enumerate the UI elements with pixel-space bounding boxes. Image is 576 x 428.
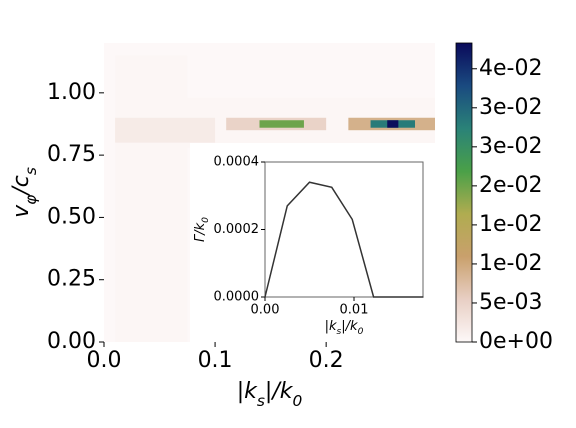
y-tick-label: 0.00 bbox=[47, 329, 96, 354]
y-tick-label: 0.25 bbox=[47, 267, 96, 292]
colorbar-tick-label: 1e-02 bbox=[479, 212, 542, 237]
colorbar-tick-label: 1e-02 bbox=[479, 251, 542, 276]
x-tick-label: 0.1 bbox=[198, 348, 233, 373]
y-axis-label: vφ/cs bbox=[9, 167, 40, 218]
colorbar-tick-label: 3e-02 bbox=[479, 95, 542, 120]
colorbar bbox=[455, 42, 473, 343]
heat-cell bbox=[115, 55, 188, 342]
colorbar-tick-label: 4e-02 bbox=[479, 56, 542, 81]
inset-x-tick-label: 0.00 bbox=[251, 303, 280, 318]
inset-y-tick-label: 0.0000 bbox=[214, 290, 260, 305]
inset-x-tick-label: 0.01 bbox=[340, 303, 369, 318]
inset-background bbox=[190, 143, 435, 342]
colorbar-tick-label: 5e-03 bbox=[479, 290, 542, 315]
colorbar-tick-label: 3e-02 bbox=[479, 134, 542, 159]
inset-line bbox=[264, 181, 424, 298]
x-tick-label: 0.2 bbox=[309, 348, 344, 373]
y-tick-label: 0.50 bbox=[47, 204, 96, 229]
inset-x-axis-label: |ks|/k0 bbox=[325, 319, 364, 337]
heat-cell bbox=[115, 117, 216, 143]
y-tick-label: 0.75 bbox=[47, 142, 96, 167]
colorbar-tick-label: 2e-02 bbox=[479, 173, 542, 198]
x-tick-label: 0.0 bbox=[87, 348, 122, 373]
y-tick-label: 1.00 bbox=[47, 80, 96, 105]
colorbar-tick-label: 0e+00 bbox=[479, 329, 553, 354]
heat-cell bbox=[387, 120, 399, 128]
x-axis-label: |ks|/k0 bbox=[237, 379, 303, 410]
heat-cell bbox=[259, 120, 304, 128]
inset-y-tick-label: 0.0002 bbox=[214, 222, 260, 237]
inset-y-axis-label: Γ/k0 bbox=[193, 217, 211, 242]
inset-y-tick-label: 0.0004 bbox=[214, 155, 260, 170]
